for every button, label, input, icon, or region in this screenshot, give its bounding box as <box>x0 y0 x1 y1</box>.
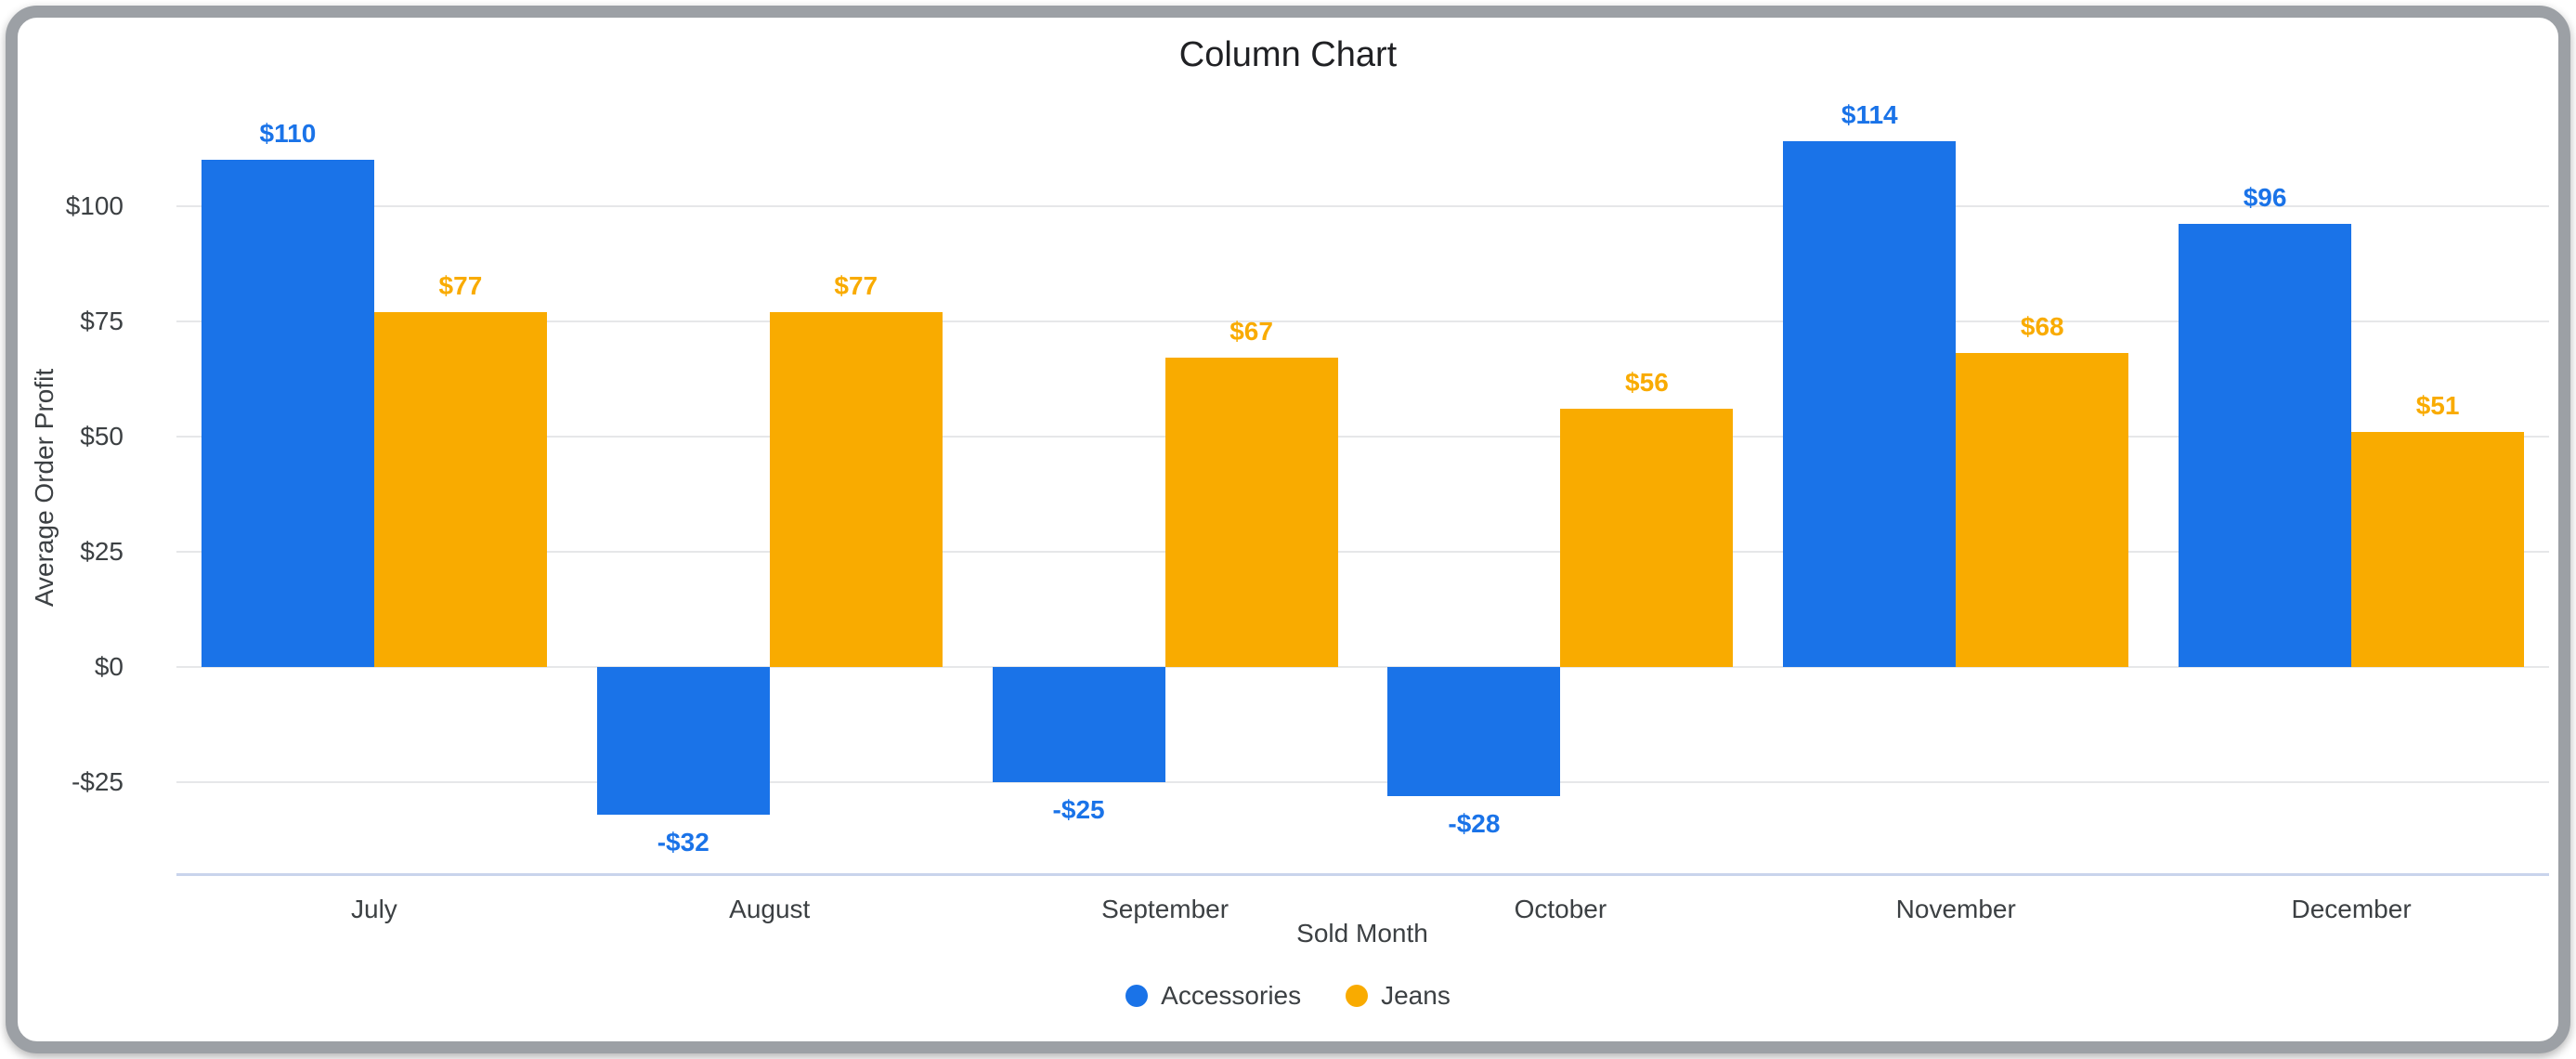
x-tick-label-november: November <box>1895 895 2016 923</box>
x-tick-label-october: October <box>1514 895 1607 923</box>
chart-card: Column Chart Average Order Profit $100 $7… <box>6 6 2570 1053</box>
chart-title: Column Chart <box>1178 35 1398 74</box>
bar-value-label-accessories-october: -$28 <box>1448 808 1501 838</box>
y-tick-label-$0: $0 <box>94 652 124 681</box>
y-tick-label-$100: $100 <box>65 190 124 220</box>
accessories-swatch-icon <box>1125 985 1149 1007</box>
bar-value-label-accessories-november: $114 <box>1841 100 1898 130</box>
legend-label-accessories: Accessories <box>1161 981 1302 1010</box>
gridline-$25 <box>176 550 2549 553</box>
bar-value-label-jeans-september: $67 <box>1229 317 1273 346</box>
bar-jeans-september[interactable] <box>1164 358 1338 667</box>
x-tick-label-august: August <box>729 895 811 923</box>
jeans-swatch-icon <box>1346 985 1369 1007</box>
bar-jeans-december[interactable] <box>2351 431 2525 667</box>
bar-value-label-jeans-november: $68 <box>2020 312 2064 342</box>
bar-value-label-jeans-august: $77 <box>834 270 878 300</box>
y-tick-label-$25: $25 <box>80 536 124 566</box>
bar-value-label-accessories-august: -$32 <box>657 827 709 856</box>
x-tick-label-july: July <box>351 895 397 923</box>
legend: Accessories Jeans <box>18 979 2558 1013</box>
x-tick-label-september: September <box>1101 895 1229 923</box>
chart-area: Column Chart Average Order Profit $100 $7… <box>18 18 2558 1041</box>
bar-accessories-october[interactable] <box>1387 667 1561 796</box>
y-tick-label-$75: $75 <box>80 306 124 335</box>
legend-item-jeans[interactable]: Jeans <box>1346 981 1451 1011</box>
legend-label-jeans: Jeans <box>1381 981 1451 1010</box>
bar-value-label-jeans-july: $77 <box>438 270 483 300</box>
plot-region: $100 $75 $50 $25 $0 -$25 $110 $77 July -$32 $77 Aug… <box>18 18 2558 1041</box>
bar-jeans-november[interactable] <box>1956 353 2129 667</box>
bar-jeans-july[interactable] <box>373 311 547 667</box>
gridline--$25 <box>176 781 2549 784</box>
bar-accessories-august[interactable] <box>596 667 770 815</box>
legend-item-accessories[interactable]: Accessories <box>1125 981 1301 1011</box>
gridline-$100 <box>176 204 2549 207</box>
y-tick-label--$25: -$25 <box>71 767 124 797</box>
bar-accessories-july[interactable] <box>201 159 374 667</box>
bar-value-label-accessories-july: $110 <box>259 118 317 148</box>
bar-accessories-september[interactable] <box>992 667 1165 783</box>
bar-accessories-december[interactable] <box>2179 224 2352 667</box>
bar-jeans-august[interactable] <box>769 311 943 667</box>
gridline-$75 <box>176 320 2549 322</box>
gridline-$50 <box>176 435 2549 438</box>
bar-jeans-october[interactable] <box>1560 409 1734 667</box>
bar-value-label-accessories-december: $96 <box>2243 183 2287 213</box>
bar-value-label-accessories-september: -$25 <box>1052 795 1105 825</box>
x-tick-label-december: December <box>2291 895 2412 923</box>
bar-accessories-november[interactable] <box>1783 141 1957 667</box>
bar-value-label-jeans-december: $51 <box>2415 390 2460 420</box>
gridline-$0 <box>176 666 2549 668</box>
y-tick-label-$50: $50 <box>80 421 124 451</box>
x-axis-baseline <box>176 873 2549 876</box>
bar-value-label-jeans-october: $56 <box>1625 368 1669 398</box>
x-axis-title: Sold Month <box>1296 919 1428 948</box>
